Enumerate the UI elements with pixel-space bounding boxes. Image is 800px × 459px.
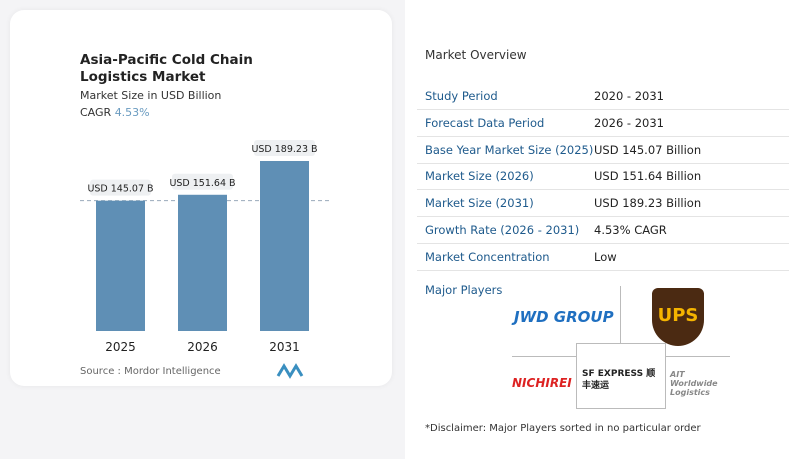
data-label: USD 145.07 B [87,184,153,195]
source: Source : Mordor Intelligence [80,366,221,377]
x-tick-label: 2025 [105,340,136,354]
bar [178,194,227,331]
major-players-label: Major Players [425,283,503,297]
bar [96,200,145,331]
row-key: Study Period [425,89,498,103]
cagr-value: 4.53% [114,106,150,119]
data-label: USD 151.64 B [169,178,235,189]
overview-row: Market Concentration Low [417,244,789,271]
row-value: USD 145.07 Billion [594,142,702,157]
mordor-logo-icon [276,363,304,379]
cagr: CAGR 4.53% [80,106,150,119]
x-tick-label: 2031 [269,340,300,354]
data-label-bg [172,173,233,190]
bar [260,161,309,331]
x-tick-label: 2026 [187,340,218,354]
overview-row: Study Period 2020 - 2031 [417,83,789,110]
data-label-bg [90,179,151,196]
chart-title: Asia-Pacific Cold Chain Logistics Market [80,52,253,85]
data-label: USD 189.23 B [251,144,317,155]
row-key: Growth Rate (2026 - 2031) [425,223,580,237]
row-key: Market Size (2026) [425,169,534,184]
logo-ait: AIT Worldwide Logistics [670,370,718,397]
row-value: 2020 - 2031 [594,89,664,103]
disclaimer: *Disclaimer: Major Players sorted in no … [425,423,701,434]
cagr-label: CAGR [80,106,112,119]
logo-sf-express: SF EXPRESS 顺丰速运 [582,369,656,391]
overview-heading: Market Overview [425,48,527,62]
overview-row: Base Year Market Size (2025) USD 145.07 B… [417,137,789,164]
logo-jwd: JWD GROUP [514,308,614,326]
data-label-bg [254,140,315,156]
bar-chart: USD 145.07 B 2025 USD 151.64 B 2026 USD 189.… [80,140,330,379]
overview-row: Forecast Data Period 2026 - 2031 [417,110,789,137]
row-key: Base Year Market Size (2025) [425,142,594,157]
overview-row: Market Size (2026) USD 151.64 Billion [417,163,789,191]
row-key: Market Concentration [425,249,550,264]
chart-subtitle: Market Size in USD Billion [80,89,222,102]
row-key: Market Size (2031) [425,196,534,211]
row-key: Forecast Data Period [425,115,545,130]
row-value: 2026 - 2031 [594,115,664,130]
row-value: Low [594,249,617,264]
overview-row: Market Size (2031) USD 189.23 Billion [417,190,789,218]
row-value: USD 189.23 Billion [594,196,702,211]
overview-row: Growth Rate (2026 - 2031) 4.53% CAGR [417,217,789,244]
row-value: 4.53% CAGR [594,223,667,237]
row-value: USD 151.64 Billion [594,169,702,184]
logo-ups: UPS [652,288,704,346]
logo-nichirei: NICHIREI [512,376,572,390]
